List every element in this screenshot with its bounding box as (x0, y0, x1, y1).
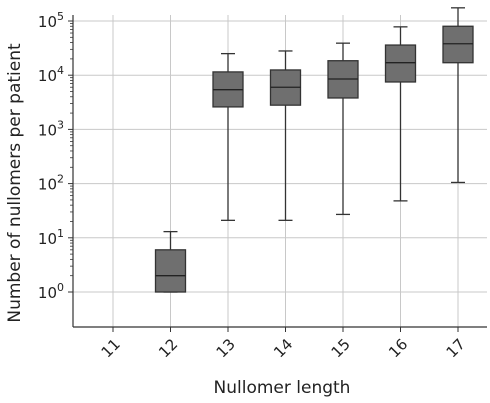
y-tick-label: 104 (38, 64, 64, 85)
plot-area (73, 15, 487, 327)
x-tick-label: 15 (328, 335, 354, 361)
y-axis-label: Number of nullomers per patient (5, 43, 25, 323)
y-tick-label: 103 (38, 118, 64, 139)
y-tick-label: 105 (38, 10, 64, 31)
y-tick-label: 102 (38, 173, 64, 194)
x-tick-labels: 11 12 13 14 15 16 17 (98, 335, 469, 361)
x-tick-label: 11 (98, 335, 124, 361)
x-tick-label: 17 (443, 335, 469, 361)
x-axis-label: Nullomer length (214, 378, 351, 398)
x-tick-label: 14 (270, 335, 296, 361)
x-tick-label: 12 (155, 335, 181, 361)
y-tick-label: 101 (38, 227, 64, 248)
y-tick-labels: 100 101 102 103 104 105 (38, 10, 64, 302)
x-tick-label: 16 (385, 335, 411, 361)
x-tick-label: 13 (213, 335, 239, 361)
boxes-group (154, 7, 474, 293)
y-tick-label: 100 (38, 281, 64, 302)
box-17 (442, 25, 474, 64)
box-16 (384, 44, 417, 83)
box-12 (154, 249, 187, 293)
axes (68, 15, 487, 332)
